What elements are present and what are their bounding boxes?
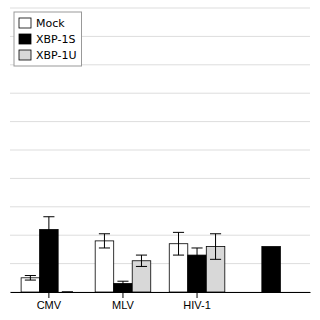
error-cap: [117, 281, 128, 282]
legend-item: XBP-1S: [19, 33, 75, 46]
grid-line: [10, 206, 310, 207]
error-line: [30, 276, 31, 281]
error-cap: [117, 285, 128, 286]
error-cap: [43, 242, 54, 243]
x-tick: CMV: [37, 292, 62, 311]
error-cap: [136, 255, 147, 256]
grid-line: [10, 8, 310, 9]
error-bar: [43, 217, 54, 243]
error-cap: [210, 233, 221, 234]
error-cap: [173, 232, 184, 233]
error-cap: [99, 233, 110, 234]
bar: [262, 247, 281, 292]
legend-label: Mock: [36, 17, 65, 30]
error-bar: [136, 255, 147, 266]
chart: CMV MLV HIV-1 Mock XBP-1S XBP-1U: [0, 0, 320, 320]
bar: [95, 241, 114, 292]
x-tick: MLV: [112, 292, 134, 311]
error-bar: [25, 276, 36, 281]
error-bar: [117, 281, 128, 286]
series: [62, 234, 225, 292]
legend-box: [14, 12, 82, 66]
legend-label: XBP-1S: [36, 33, 75, 46]
plot: CMV MLV HIV-1 Mock XBP-1S XBP-1U: [10, 8, 311, 311]
bar: [58, 292, 77, 293]
grid-line: [10, 150, 310, 151]
legend-item: Mock: [19, 17, 65, 30]
grid-line: [10, 93, 310, 94]
error-cap: [136, 266, 147, 267]
grid: [10, 8, 310, 292]
grid-line: [10, 121, 310, 122]
x-axis: CMV MLV HIV-1: [11, 292, 311, 311]
grid-line: [10, 178, 310, 179]
error-cap: [191, 262, 202, 263]
error-line: [48, 217, 49, 243]
error-line: [141, 255, 142, 266]
error-line: [122, 281, 123, 286]
x-axis-line: [11, 292, 311, 293]
error-cap: [43, 216, 54, 217]
error-cap: [25, 280, 36, 281]
error-cap: [99, 247, 110, 248]
error-bar: [99, 234, 110, 248]
error-bar: [210, 234, 221, 260]
error-cap: [25, 275, 36, 276]
x-tick-label: MLV: [112, 299, 134, 311]
legend-swatch: [19, 50, 31, 60]
error-cap: [191, 247, 202, 248]
error-cap: [62, 292, 73, 293]
legend-swatch: [19, 18, 31, 28]
x-tick-line: [197, 292, 198, 298]
bar: [21, 278, 40, 292]
error-bar: [62, 292, 73, 293]
legend-swatch: [19, 34, 31, 44]
error-line: [178, 232, 179, 255]
x-tick-line: [122, 292, 123, 298]
error-cap: [173, 255, 184, 256]
error-cap: [210, 259, 221, 260]
error-line: [104, 234, 105, 248]
y-axis: [10, 9, 12, 293]
error-line: [197, 248, 198, 262]
error-cap: [62, 292, 73, 293]
error-bar: [191, 248, 202, 262]
error-bar: [173, 232, 184, 255]
legend-label: XBP-1U: [36, 49, 77, 62]
x-tick-label: CMV: [37, 299, 62, 311]
legend-item: XBP-1U: [19, 49, 77, 62]
marks: [21, 217, 280, 292]
legend: Mock XBP-1S XBP-1U: [14, 12, 82, 66]
series: [40, 217, 281, 292]
error-line: [215, 234, 216, 260]
y-axis-line: [10, 9, 11, 293]
x-tick-label: HIV-1: [183, 299, 211, 311]
x-tick: HIV-1: [183, 292, 211, 311]
x-tick-line: [48, 292, 49, 298]
